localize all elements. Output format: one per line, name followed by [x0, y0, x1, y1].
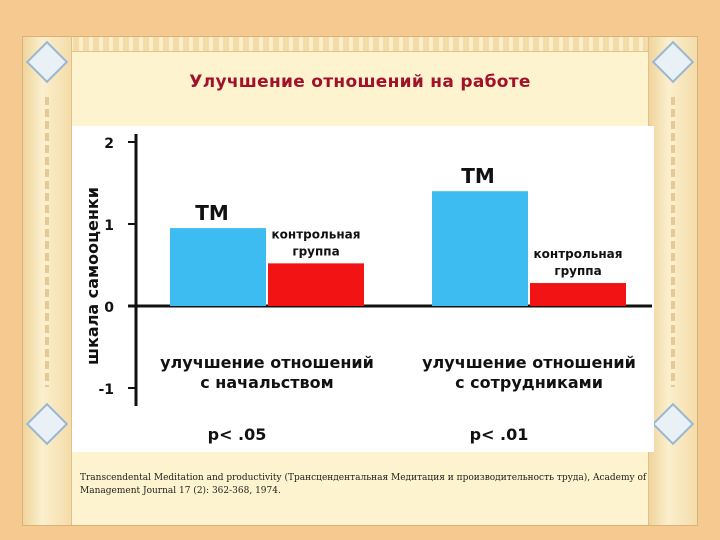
bar-label-control-line1: контрольная [272, 227, 361, 241]
pilaster-decoration [45, 97, 49, 387]
citation-text: Transcendental Meditation and productivi… [80, 473, 647, 496]
bar-chart: 2 1 0 -1 шкала самооценки ТМ контрольная группа… [83, 134, 652, 444]
left-column-ornament [23, 37, 72, 525]
bar-control [530, 283, 626, 306]
right-column-ornament [648, 37, 697, 525]
bar-control [268, 263, 364, 306]
category-label-line1: улучшение отношений [422, 353, 636, 372]
bar-tm [170, 228, 266, 306]
category-label-line1: улучшение отношений [160, 353, 374, 372]
bar-label-control-line2: группа [292, 244, 339, 258]
bar-label-control-line1: контрольная [534, 247, 623, 261]
ornament-icon [25, 402, 69, 446]
p-value-label: p< .01 [470, 425, 529, 444]
bar-tm [432, 191, 528, 306]
y-tick-label: 2 [104, 136, 114, 152]
pilaster-decoration [671, 97, 675, 387]
bar-label-control-line2: группа [554, 264, 601, 278]
ornament-icon [651, 402, 695, 446]
decorative-frieze [23, 37, 697, 52]
category-label-line2: с начальством [200, 373, 333, 392]
y-tick-label: 1 [104, 218, 114, 234]
p-value-label: p< .05 [208, 425, 267, 444]
category-label-line2: с сотрудниками [455, 373, 603, 392]
chart-area: 2 1 0 -1 шкала самооценки ТМ контрольная группа… [72, 126, 654, 452]
slide-title: Улучшение отношений на работе [189, 72, 531, 92]
bar-label-tm: ТМ [461, 164, 495, 188]
bar-label-tm: ТМ [195, 201, 229, 225]
y-tick-label: -1 [98, 382, 114, 398]
y-tick-label: 0 [104, 300, 114, 316]
y-axis-label: шкала самооценки [83, 187, 102, 365]
